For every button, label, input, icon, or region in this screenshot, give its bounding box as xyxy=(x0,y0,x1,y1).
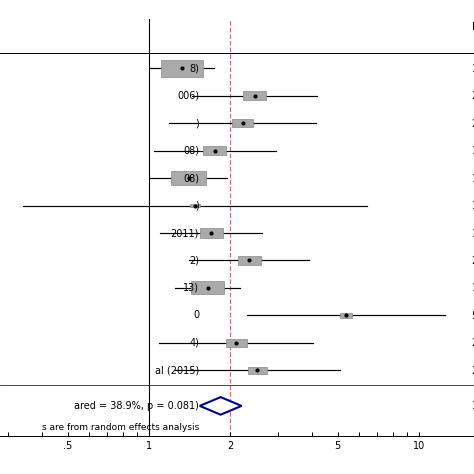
Text: 1.48 (0.34, 6: 1.48 (0.34, 6 xyxy=(472,201,474,210)
Bar xyxy=(203,146,227,155)
Text: 2.22 (1.18,: 2.22 (1.18, xyxy=(472,118,474,128)
Text: 8): 8) xyxy=(189,64,199,73)
Text: 1.65 (1.25,: 1.65 (1.25, xyxy=(472,283,474,293)
Text: 1.40 (1.01,: 1.40 (1.01, xyxy=(472,173,474,183)
Text: 08): 08) xyxy=(183,173,199,183)
Text: ared = 38.9%, p = 0.081): ared = 38.9%, p = 0.081) xyxy=(74,401,199,411)
Text: ): ) xyxy=(195,201,199,210)
Text: 4): 4) xyxy=(189,338,199,348)
Text: 1.70 (1.10,: 1.70 (1.10, xyxy=(472,228,474,238)
Text: 2): 2) xyxy=(189,255,199,265)
Text: 2.35 (1.41,: 2.35 (1.41, xyxy=(472,255,474,265)
Text: al (2015): al (2015) xyxy=(155,365,199,375)
Text: HR (95% CI: HR (95% CI xyxy=(472,22,474,32)
Text: 0: 0 xyxy=(193,310,199,320)
Text: 5.36 (2.30,: 5.36 (2.30, xyxy=(472,310,474,320)
Text: 13): 13) xyxy=(183,283,199,293)
Text: 1.32 (1.01,: 1.32 (1.01, xyxy=(472,64,474,73)
Bar xyxy=(191,204,200,208)
Bar xyxy=(237,256,261,265)
Text: 2.10 (1.09,: 2.10 (1.09, xyxy=(472,338,474,348)
Bar xyxy=(200,228,223,237)
Bar xyxy=(171,171,206,185)
Text: 1.75 (1.04,: 1.75 (1.04, xyxy=(472,146,474,155)
Text: 2.52 (1.25,: 2.52 (1.25, xyxy=(472,365,474,375)
Bar xyxy=(226,338,246,347)
Text: 2011): 2011) xyxy=(171,228,199,238)
Text: 08): 08) xyxy=(183,146,199,155)
Bar xyxy=(232,119,253,128)
Bar xyxy=(191,282,224,294)
Text: 1.84 (1.54,: 1.84 (1.54, xyxy=(472,401,474,411)
Text: ): ) xyxy=(195,118,199,128)
Bar xyxy=(340,313,352,318)
Bar xyxy=(248,366,267,374)
Text: s are from random effects analysis: s are from random effects analysis xyxy=(42,423,199,432)
Bar xyxy=(243,91,266,100)
Bar xyxy=(161,60,203,77)
Polygon shape xyxy=(200,397,242,415)
Text: 2.46 (1.44,: 2.46 (1.44, xyxy=(472,91,474,101)
Text: 006): 006) xyxy=(177,91,199,101)
